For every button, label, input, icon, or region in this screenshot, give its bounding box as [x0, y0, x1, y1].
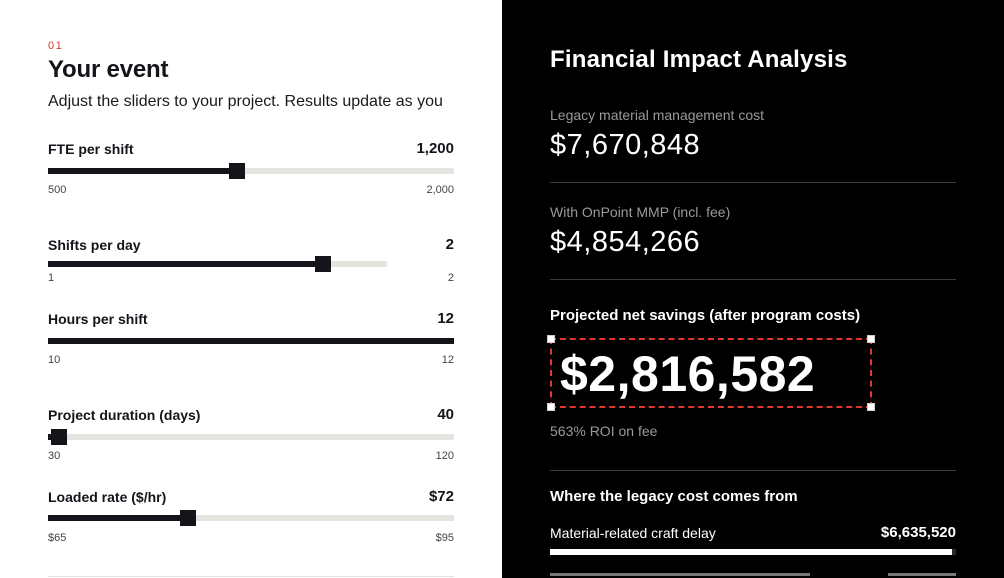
financial-impact-title: Financial Impact Analysis	[550, 46, 848, 73]
resize-handle-top-right[interactable]	[867, 335, 875, 343]
onpoint-cost-label: With OnPoint MMP (incl. fee)	[550, 204, 731, 220]
resize-handle-bottom-right[interactable]	[867, 403, 875, 411]
slider-label: Loaded rate ($/hr)	[48, 489, 167, 505]
slider-thumb[interactable]	[50, 429, 67, 445]
net-savings-label: Projected net savings (after program cos…	[550, 307, 861, 324]
breakdown-item-bar	[550, 549, 956, 555]
slider-thumb[interactable]	[180, 510, 197, 526]
slider-value: 40	[437, 406, 454, 423]
breakdown-item-value: $6,635,520	[880, 524, 956, 541]
slider-thumb[interactable]	[229, 163, 246, 179]
slider-min-label: 1	[48, 272, 55, 284]
slider-value: 1,200	[416, 140, 454, 157]
slider-fill	[48, 261, 323, 267]
slider-value: $72	[428, 488, 454, 505]
roi-text: 563% ROI on fee	[550, 423, 658, 439]
event-inputs-panel: 01 Your event Adjust the sliders to your…	[48, 40, 454, 577]
breakdown-item-next-partial	[550, 573, 956, 578]
slider-value: 12	[437, 310, 454, 327]
divider	[550, 182, 956, 183]
net-savings-value: $2,816,582	[560, 346, 816, 402]
slider-track[interactable]	[48, 338, 454, 344]
legacy-cost-value: $7,670,848	[550, 129, 701, 161]
legacy-cost-label: Legacy material management cost	[550, 107, 764, 123]
slider-track[interactable]	[48, 256, 387, 272]
slider-min-label: 500	[48, 184, 67, 196]
net-savings-selection-box[interactable]: $2,816,582	[547, 335, 875, 411]
divider	[550, 470, 956, 471]
resize-handle-top-left[interactable]	[547, 335, 555, 343]
slider-fill	[48, 338, 454, 344]
slider-max-label: 2	[447, 272, 454, 284]
slider-max-label: 12	[441, 354, 454, 366]
slider-label: Project duration (days)	[48, 407, 201, 423]
slider-value: 2	[445, 236, 454, 253]
section-title: Your event	[48, 56, 169, 83]
breakdown-item-label: Material-related craft delay	[550, 525, 716, 541]
slider-fill	[48, 168, 238, 174]
breakdown-title: Where the legacy cost comes from	[550, 488, 798, 505]
slider-label: Shifts per day	[48, 237, 141, 253]
slider-max-label: $95	[435, 532, 454, 544]
divider	[550, 279, 956, 280]
slider-track[interactable]	[48, 429, 454, 445]
section-subtitle: Adjust the sliders to your project. Resu…	[48, 93, 443, 110]
slider-track[interactable]	[48, 163, 454, 179]
resize-handle-bottom-left[interactable]	[547, 403, 555, 411]
onpoint-cost-value: $4,854,266	[550, 226, 701, 258]
financial-impact-panel: Financial Impact Analysis Legacy materia…	[502, 0, 1004, 578]
slider-fill	[48, 515, 189, 521]
breakdown-item-bar-fill	[550, 549, 952, 555]
slider-min-label: 30	[48, 450, 61, 462]
divider	[48, 576, 454, 577]
slider-label: Hours per shift	[48, 311, 148, 327]
slider-thumb[interactable]	[314, 256, 331, 272]
slider-min-label: 10	[48, 354, 61, 366]
step-number: 01	[48, 40, 64, 52]
slider-label: FTE per shift	[48, 141, 134, 157]
slider-track[interactable]	[48, 510, 454, 526]
slider-max-label: 2,000	[426, 184, 454, 196]
slider-max-label: 120	[435, 450, 454, 462]
slider-min-label: $65	[48, 532, 67, 544]
